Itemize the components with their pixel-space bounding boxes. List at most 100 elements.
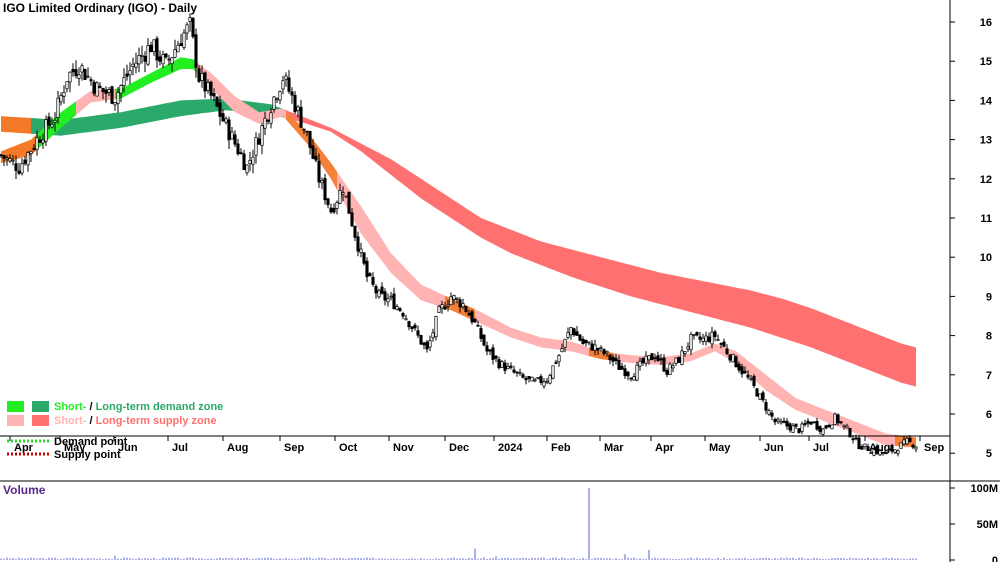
candle (179, 34, 183, 47)
candle (692, 333, 696, 340)
x-tick-label: Jul (813, 442, 829, 454)
candle (317, 153, 321, 188)
candle (809, 421, 813, 425)
candle (578, 333, 582, 342)
candle (389, 291, 393, 301)
candle (800, 421, 804, 435)
candle (20, 158, 24, 176)
candle (839, 421, 843, 425)
candle (308, 130, 312, 155)
candle (41, 133, 45, 149)
candle (689, 331, 693, 355)
legend-swatch-long (32, 415, 49, 426)
candle (251, 149, 255, 174)
candle (77, 67, 81, 86)
candle (752, 374, 756, 389)
candle (479, 325, 483, 342)
candle (815, 417, 819, 431)
y-tick-label: 7 (986, 370, 992, 382)
candle (884, 449, 888, 455)
candle (725, 344, 729, 356)
y-axis: 5 6 7 8 9 10 11 12 13 14 15 16 (950, 17, 993, 460)
candle (188, 13, 192, 32)
candle (323, 173, 327, 205)
candle (416, 325, 420, 339)
candle (503, 359, 507, 375)
candle (533, 377, 537, 383)
candle (338, 183, 342, 205)
candle (50, 117, 54, 129)
candle (137, 47, 141, 73)
legend-label: Short- / Long-term supply zone (54, 415, 217, 427)
x-tick-label: Oct (339, 442, 358, 454)
x-tick-label: Jun (764, 442, 784, 454)
candle (617, 355, 621, 370)
candle (902, 436, 906, 446)
candle (914, 446, 918, 453)
candle (71, 63, 75, 77)
candle (368, 272, 372, 277)
candle (680, 345, 684, 366)
candle (206, 79, 210, 94)
y-tick-label: 13 (980, 135, 992, 147)
x-tick-label: Jul (172, 442, 188, 454)
candle (32, 144, 36, 151)
candle (83, 68, 87, 80)
candle (464, 305, 468, 313)
candle (278, 90, 282, 105)
candle (242, 149, 246, 171)
candle (134, 52, 138, 74)
candle (536, 377, 540, 380)
candle (86, 67, 90, 79)
candle (329, 203, 333, 214)
candle (512, 365, 516, 374)
candle (584, 339, 588, 347)
candle (248, 151, 252, 172)
candle (668, 362, 672, 375)
candle (14, 155, 18, 179)
candle (626, 370, 630, 381)
candle (818, 425, 822, 435)
candle (362, 252, 366, 266)
candle (110, 85, 114, 105)
candle (833, 412, 837, 426)
candle (740, 363, 744, 378)
candle (620, 362, 624, 370)
candle (527, 376, 531, 383)
candle (209, 80, 213, 100)
candle (239, 148, 243, 155)
candle (890, 444, 894, 454)
candle (482, 334, 486, 347)
candle (365, 257, 369, 282)
candle (551, 365, 555, 380)
candle (683, 351, 687, 357)
x-tick-label: May (709, 442, 731, 454)
candle (767, 408, 771, 416)
candle (353, 225, 357, 241)
candle (383, 288, 387, 306)
long-term-supply-zone (1, 116, 31, 134)
candle (656, 351, 660, 362)
candle (17, 162, 21, 176)
candle (119, 84, 123, 103)
candle (824, 424, 828, 430)
y-tick-label: 16 (980, 17, 992, 29)
candle (305, 130, 309, 137)
candle (200, 65, 204, 88)
candle (710, 326, 714, 349)
candle (812, 421, 816, 424)
candle (635, 361, 639, 382)
candle (455, 297, 459, 304)
candle (779, 418, 783, 425)
candle (875, 443, 879, 455)
candle (113, 102, 117, 111)
candle (794, 423, 798, 429)
candle (716, 334, 720, 341)
candle (290, 87, 294, 104)
candle (341, 186, 345, 202)
candle (659, 354, 663, 365)
candle (638, 357, 642, 371)
candle (392, 287, 396, 310)
candle (74, 60, 78, 79)
